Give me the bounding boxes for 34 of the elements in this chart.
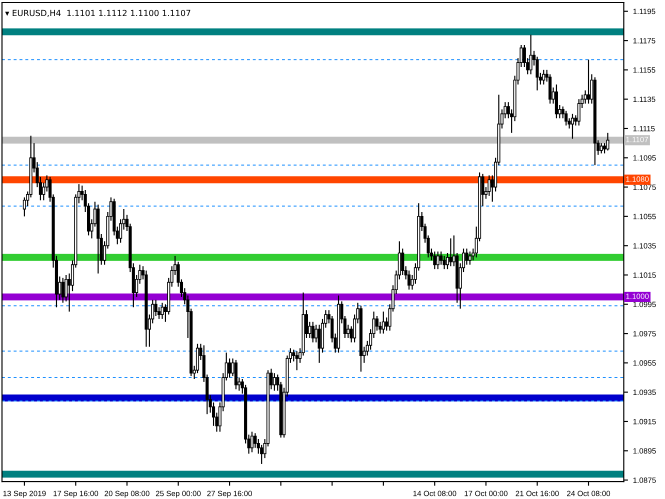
- candlestick: [529, 34, 532, 75]
- candlestick: [228, 358, 232, 378]
- candlestick: [433, 250, 436, 270]
- candlestick: [606, 132, 610, 152]
- candlestick: [295, 350, 298, 371]
- candlestick: [600, 142, 603, 154]
- candlestick: [554, 84, 558, 119]
- candlestick: [401, 248, 404, 276]
- candlestick: [584, 90, 587, 104]
- candlestick: [382, 311, 385, 334]
- candlestick: [548, 74, 552, 104]
- candlestick: [468, 250, 472, 266]
- candlestick: [436, 250, 440, 270]
- candlestick: [586, 59, 590, 104]
- candlestick: [577, 98, 580, 126]
- candlestick: [564, 110, 568, 126]
- candlestick: [442, 255, 446, 270]
- candlestick: [160, 302, 164, 320]
- candlestick: [465, 248, 468, 266]
- candlestick: [272, 372, 276, 392]
- candlestick: [407, 270, 411, 290]
- text: ▾ EURUSD,H4 1.1101 1.1112 1.1100 1.1107: [5, 10, 190, 17]
- candlestick: [234, 359, 238, 390]
- candlestick: [542, 69, 546, 86]
- candlestick: [449, 238, 452, 267]
- candlestick: [311, 321, 314, 343]
- candlestick: [154, 299, 158, 317]
- candlestick: [570, 113, 574, 140]
- candlestick: [250, 431, 254, 453]
- candlestick: [440, 250, 443, 266]
- candlestick: [318, 324, 321, 364]
- candlestick: [61, 277, 64, 304]
- candlestick: [603, 142, 606, 154]
- candlestick: [375, 315, 379, 332]
